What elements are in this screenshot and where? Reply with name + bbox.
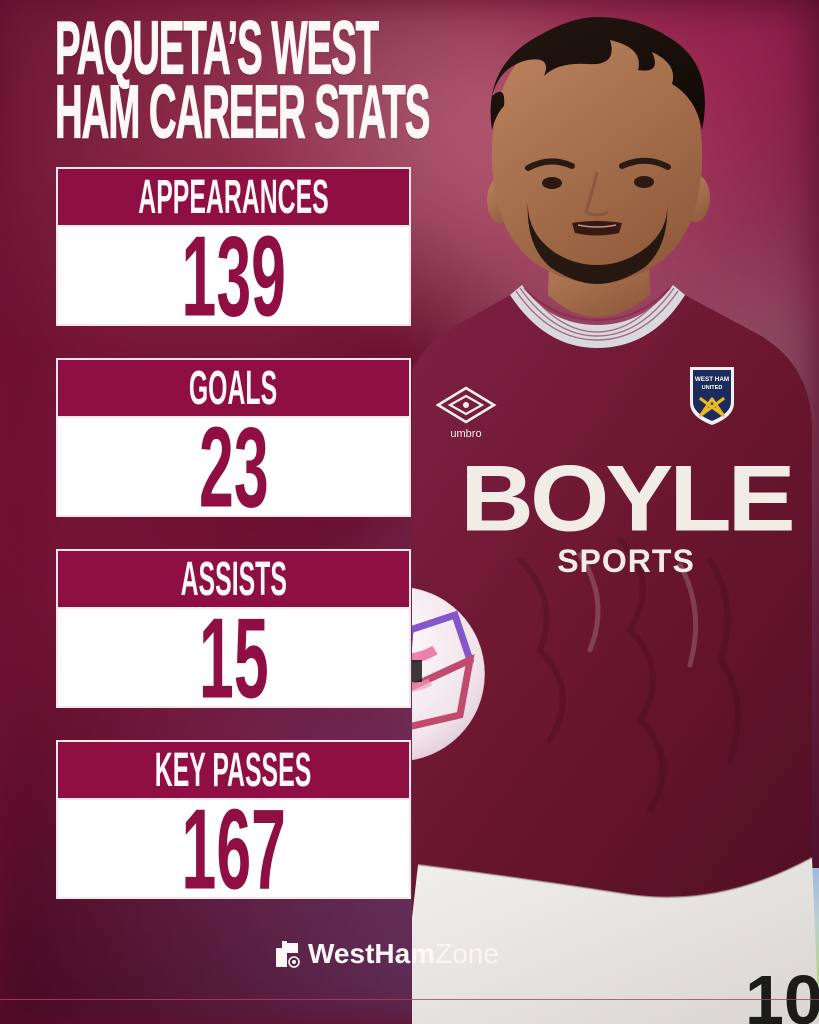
svg-text:umbro: umbro (450, 428, 481, 440)
svg-text:SPORTS: SPORTS (557, 543, 695, 579)
svg-text:UNITED: UNITED (702, 385, 723, 391)
svg-text:WEST HAM: WEST HAM (695, 376, 729, 383)
svg-text:10: 10 (745, 961, 819, 1024)
svg-text:BOYLE: BOYLE (460, 445, 792, 550)
